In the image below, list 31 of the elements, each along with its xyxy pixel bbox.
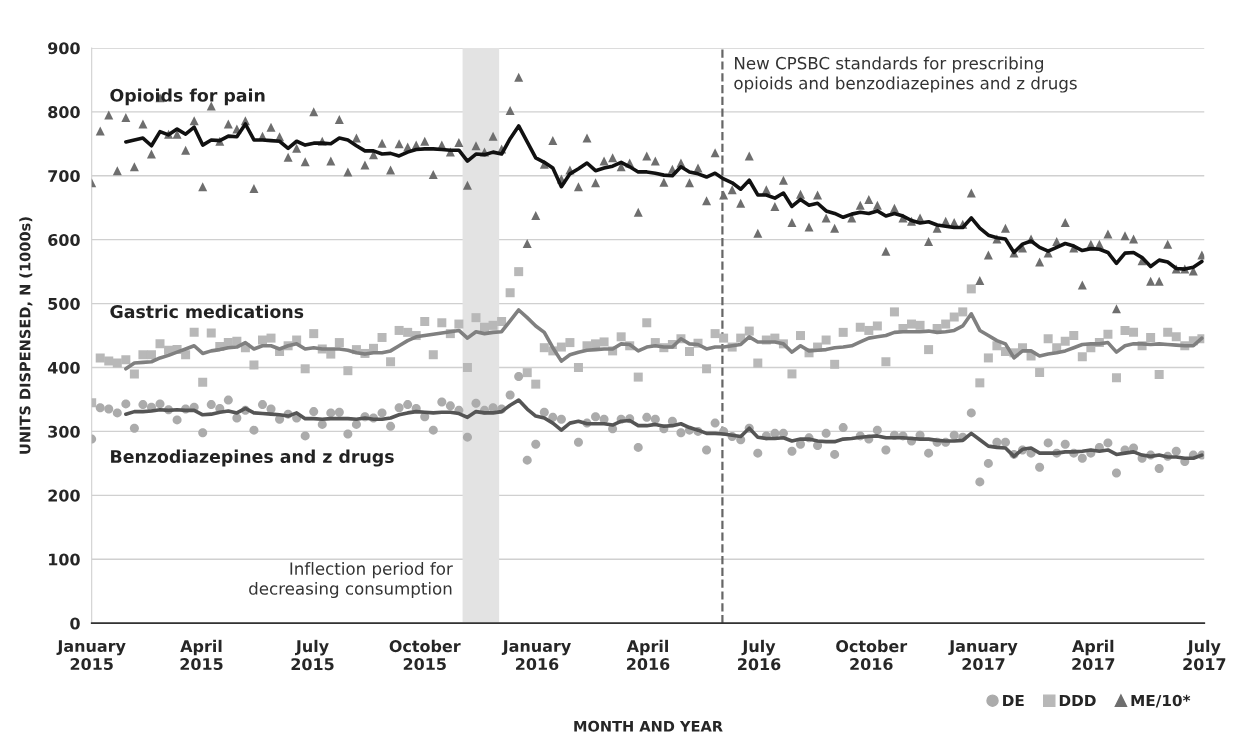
y-tick-label: 400 xyxy=(47,361,80,374)
y-tick-label: 700 xyxy=(48,169,80,183)
y-tick-label: 800 xyxy=(48,106,80,119)
x-tick-label: April 2016 xyxy=(626,639,670,671)
x-tick-label: April 2017 xyxy=(1072,639,1115,671)
x-tick-label: July 2016 xyxy=(738,639,781,671)
y-tick-label: 500 xyxy=(48,297,80,310)
x-tick-label: October 2015 xyxy=(389,639,461,671)
x-tick-label: January 2015 xyxy=(56,640,126,671)
x-tick-label: July 2015 xyxy=(291,639,334,671)
y-axis-title: UNITS DISPENSED, N (1000s) xyxy=(19,217,33,454)
x-axis-title: MONTH AND YEAR xyxy=(574,720,723,732)
y-tick-label: 300 xyxy=(48,425,80,438)
y-tick-label: 100 xyxy=(49,553,80,566)
x-tick-label: October 2016 xyxy=(836,639,908,671)
annotation: Opioids for pain xyxy=(110,88,265,106)
y-tick-label: 600 xyxy=(48,233,80,246)
x-tick-label: April 2015 xyxy=(180,639,223,671)
y-tick-label: 900 xyxy=(48,42,80,55)
x-tick-label: January 2016 xyxy=(501,640,571,671)
y-tick-label: 200 xyxy=(48,489,80,502)
legend-label: DDD xyxy=(1059,694,1096,707)
y-tick-label: 0 xyxy=(70,617,80,630)
legend-label: DE xyxy=(1003,694,1024,707)
band-label: Inflection period for decreasing consumption xyxy=(249,562,453,599)
legend-label: ME/10* xyxy=(1131,694,1191,708)
ref-line-label: New CPSBC standards for prescribing opioids and benzodiazepines and z drugs xyxy=(734,56,1077,93)
annotation: Benzodiazepines and z drugs xyxy=(111,449,394,467)
annotation: Gastric medications xyxy=(110,304,304,319)
x-tick-label: January 2017 xyxy=(948,640,1018,671)
x-tick-label: July 2017 xyxy=(1183,639,1226,671)
